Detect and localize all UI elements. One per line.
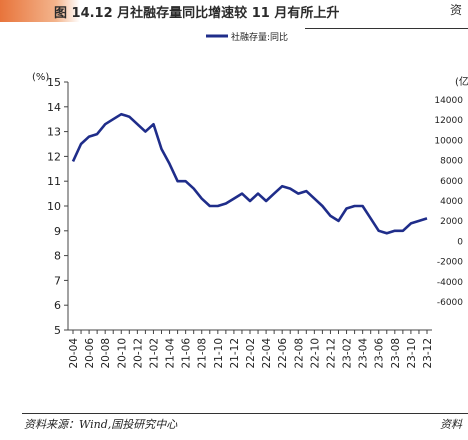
x-tick-label: 21-04 xyxy=(165,338,177,369)
x-tick-label: 23-04 xyxy=(358,338,370,369)
left-y-tick-label: 6 xyxy=(54,299,61,312)
x-tick-label: 23-06 xyxy=(374,338,386,369)
right-y-tick-label: -6000 xyxy=(437,298,463,308)
figure-title-bar: 图 14.12 月社融存量同比增速较 11 月有所上升 资 xyxy=(0,0,468,22)
left-y-tick-label: 15 xyxy=(47,76,61,89)
right-axis-unit: (亿 xyxy=(455,75,468,88)
right-y-ticks: -6000 -4000 -2000 0 2000 4000 6000 8000 10000 120… xyxy=(434,96,463,308)
series-line xyxy=(71,112,428,235)
x-tick-label: 21-06 xyxy=(181,338,193,369)
left-y-ticks: 5 6 7 8 9 10 11 12 13 14 15 xyxy=(47,76,68,337)
x-tick-label: 23-02 xyxy=(342,338,354,369)
x-tick-label: 22-06 xyxy=(277,338,289,369)
x-tick-label: 22-02 xyxy=(245,338,257,369)
x-tick-label: 23-10 xyxy=(406,338,418,369)
series-group xyxy=(71,112,428,235)
social-financing-line-chart: 社融存量:同比 (%) (亿 5 6 7 8 9 10 11 12 13 14 15 -6000 -4… xyxy=(32,31,468,369)
right-y-tick-label: 8000 xyxy=(440,157,463,167)
right-y-tick-label: 14000 xyxy=(434,96,463,106)
left-y-tick-label: 11 xyxy=(47,175,61,188)
x-tick-label: 21-10 xyxy=(213,338,225,369)
left-axis-unit: (%) xyxy=(32,72,49,83)
x-tick-label: 20-08 xyxy=(100,338,112,369)
source-note-right-fragment: 资料 xyxy=(440,418,462,431)
x-tick-label: 22-12 xyxy=(325,338,337,369)
x-tick-label: 22-10 xyxy=(309,338,321,369)
right-y-tick-label: 12000 xyxy=(434,116,463,126)
x-tick-label: 21-02 xyxy=(148,338,160,369)
left-y-tick-label: 9 xyxy=(54,225,61,238)
right-y-tick-label: 6000 xyxy=(440,177,463,187)
legend: 社融存量:同比 xyxy=(206,31,288,43)
title-accent-bar xyxy=(0,0,80,22)
left-y-tick-label: 10 xyxy=(47,200,61,213)
x-tick-label: 21-08 xyxy=(197,338,209,369)
title-rule xyxy=(305,28,468,29)
left-y-tick-label: 7 xyxy=(54,274,61,287)
legend-label: 社融存量:同比 xyxy=(231,31,288,43)
source-note: 资料来源：Wind,国投研究中心 xyxy=(24,418,178,431)
left-y-tick-label: 5 xyxy=(54,324,61,337)
figure-title: 图 14.12 月社融存量同比增速较 11 月有所上升 xyxy=(54,6,340,21)
right-y-tick-label: 0 xyxy=(457,237,463,247)
figure-title-right-fragment: 资 xyxy=(450,3,463,17)
left-y-tick-label: 14 xyxy=(47,101,61,114)
x-ticks: 20-04 20-06 20-08 20-10 20-12 21-02 21-04 21-06… xyxy=(68,330,434,369)
x-tick-label: 21-12 xyxy=(229,338,241,369)
left-y-tick-label: 8 xyxy=(54,250,61,263)
left-y-tick-label: 13 xyxy=(47,126,61,139)
right-y-tick-label: 4000 xyxy=(440,197,463,207)
x-tick-label: 20-12 xyxy=(132,338,144,369)
right-y-tick-label: -2000 xyxy=(437,258,463,268)
x-tick-label: 22-04 xyxy=(261,338,273,369)
right-y-tick-label: 10000 xyxy=(434,136,463,146)
right-y-tick-label: 2000 xyxy=(440,217,463,227)
left-y-tick-label: 12 xyxy=(47,150,61,163)
footer-rule xyxy=(22,413,468,414)
x-tick-label: 20-04 xyxy=(68,338,80,369)
x-tick-label: 23-08 xyxy=(390,338,402,369)
x-tick-label: 22-08 xyxy=(293,338,305,369)
x-tick-label: 20-06 xyxy=(84,338,96,369)
right-y-tick-label: -4000 xyxy=(437,278,463,288)
x-tick-label: 20-10 xyxy=(116,338,128,369)
x-tick-label: 23-12 xyxy=(422,338,434,369)
